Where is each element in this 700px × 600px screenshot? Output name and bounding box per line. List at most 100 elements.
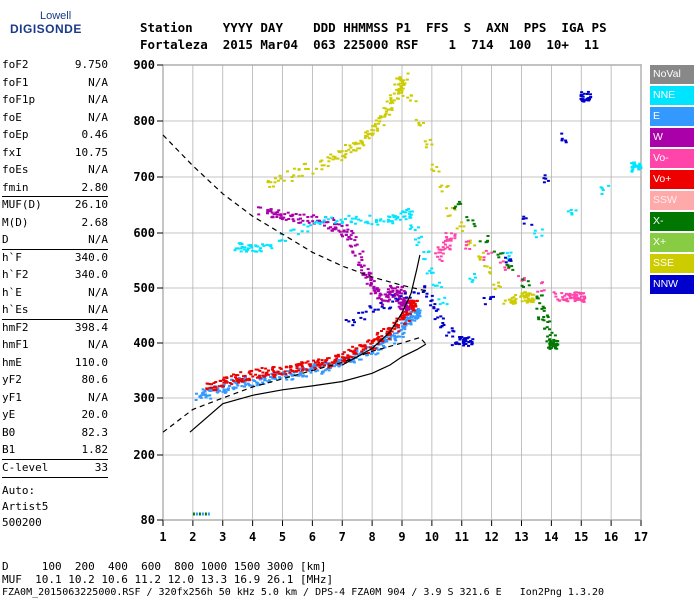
echo-point — [400, 304, 404, 307]
echo-point — [535, 297, 539, 300]
echo-point — [556, 298, 560, 301]
echo-point — [199, 394, 203, 397]
echo-point — [361, 142, 364, 145]
echo-point — [390, 327, 393, 330]
echo-point — [327, 366, 331, 369]
echo-point — [326, 156, 330, 159]
echo-point — [564, 139, 568, 142]
echo-point — [353, 239, 357, 242]
echo-point — [397, 92, 400, 95]
echo-point — [301, 367, 305, 370]
echo-point — [390, 290, 394, 293]
echo-point — [473, 276, 477, 279]
echo-point — [279, 214, 283, 217]
auto-artist: Artist5 — [2, 500, 49, 513]
echo-point — [536, 290, 540, 293]
echo-point — [524, 217, 528, 220]
x-tick-label: 7 — [339, 530, 346, 544]
echo-point — [330, 229, 334, 232]
param-row: B1 1.82 — [2, 443, 108, 457]
echo-point — [317, 361, 321, 364]
param-row: hmF2 398.4 — [2, 321, 108, 335]
echo-point — [512, 296, 516, 299]
echo-point — [375, 287, 379, 290]
echo-point — [352, 355, 356, 358]
echo-point — [396, 286, 400, 289]
param-label: B1 — [2, 443, 16, 456]
param-row: h`E N/A — [2, 286, 108, 300]
echo-point — [545, 314, 549, 317]
echo-point — [251, 375, 255, 378]
echo-point — [394, 297, 398, 300]
echo-point — [382, 344, 385, 347]
echo-point — [401, 326, 405, 329]
param-row: h`F2 340.0 — [2, 268, 108, 282]
echo-point — [312, 359, 316, 362]
echo-point — [204, 396, 208, 399]
echo-point — [255, 376, 259, 379]
echo-point — [297, 168, 301, 171]
echo-point — [351, 324, 355, 327]
echo-point — [398, 77, 402, 79]
echo-point — [306, 216, 310, 218]
echo-point — [326, 357, 329, 360]
echo-point — [544, 177, 548, 180]
echo-point — [489, 266, 493, 269]
echo-point — [299, 370, 303, 373]
echo-point — [398, 82, 402, 85]
echo-point — [585, 97, 589, 100]
echo-point — [542, 307, 546, 310]
echo-point — [254, 245, 258, 248]
echo-point — [272, 376, 276, 378]
echo-point — [400, 307, 404, 310]
echo-point — [482, 256, 486, 259]
echo-point — [379, 301, 383, 304]
echo-point — [283, 213, 287, 216]
echo-point — [394, 218, 398, 221]
echo-point — [306, 219, 310, 222]
param-label: h`F — [2, 250, 22, 264]
echo-point — [383, 115, 387, 118]
header-row-1: Station YYYY DAY DDD HHMMSS P1 FFS S AXN… — [140, 20, 607, 35]
echo-point — [385, 330, 389, 333]
echo-point — [436, 308, 440, 311]
echo-point — [392, 321, 396, 324]
echo-point — [304, 167, 308, 170]
echo-point — [580, 91, 584, 94]
echo-point — [312, 214, 316, 217]
echo-point — [214, 381, 218, 383]
legend-item-w: W — [650, 128, 694, 147]
echo-point — [240, 378, 244, 380]
echo-point — [370, 128, 374, 131]
echo-point — [573, 300, 577, 303]
echo-point — [555, 344, 559, 347]
echo-point — [367, 273, 371, 276]
echo-point — [234, 376, 237, 379]
echo-point — [429, 272, 433, 274]
echo-point — [354, 352, 358, 355]
echo-point — [243, 381, 247, 384]
echo-point — [366, 133, 370, 135]
echo-point — [370, 278, 374, 281]
echo-point — [410, 305, 414, 308]
echo-point — [439, 315, 443, 318]
echo-point — [435, 166, 439, 168]
echo-point — [371, 132, 375, 135]
echo-point — [430, 299, 434, 302]
echo-point — [403, 326, 407, 329]
echo-point — [232, 388, 236, 391]
echo-point — [367, 271, 371, 274]
echo-point — [269, 208, 273, 211]
echo-point — [445, 303, 449, 306]
echo-point — [410, 210, 414, 213]
echo-point — [337, 355, 341, 358]
param-label: foE — [2, 110, 22, 124]
echo-point — [262, 244, 266, 247]
logo-digisonde: DIGISONDE — [10, 22, 82, 36]
echo-point — [308, 365, 312, 367]
echo-point — [441, 246, 445, 249]
echo-point — [324, 360, 328, 363]
echo-point — [511, 268, 515, 271]
echo-point — [331, 155, 335, 158]
param-row: C-level 33 — [2, 461, 108, 475]
